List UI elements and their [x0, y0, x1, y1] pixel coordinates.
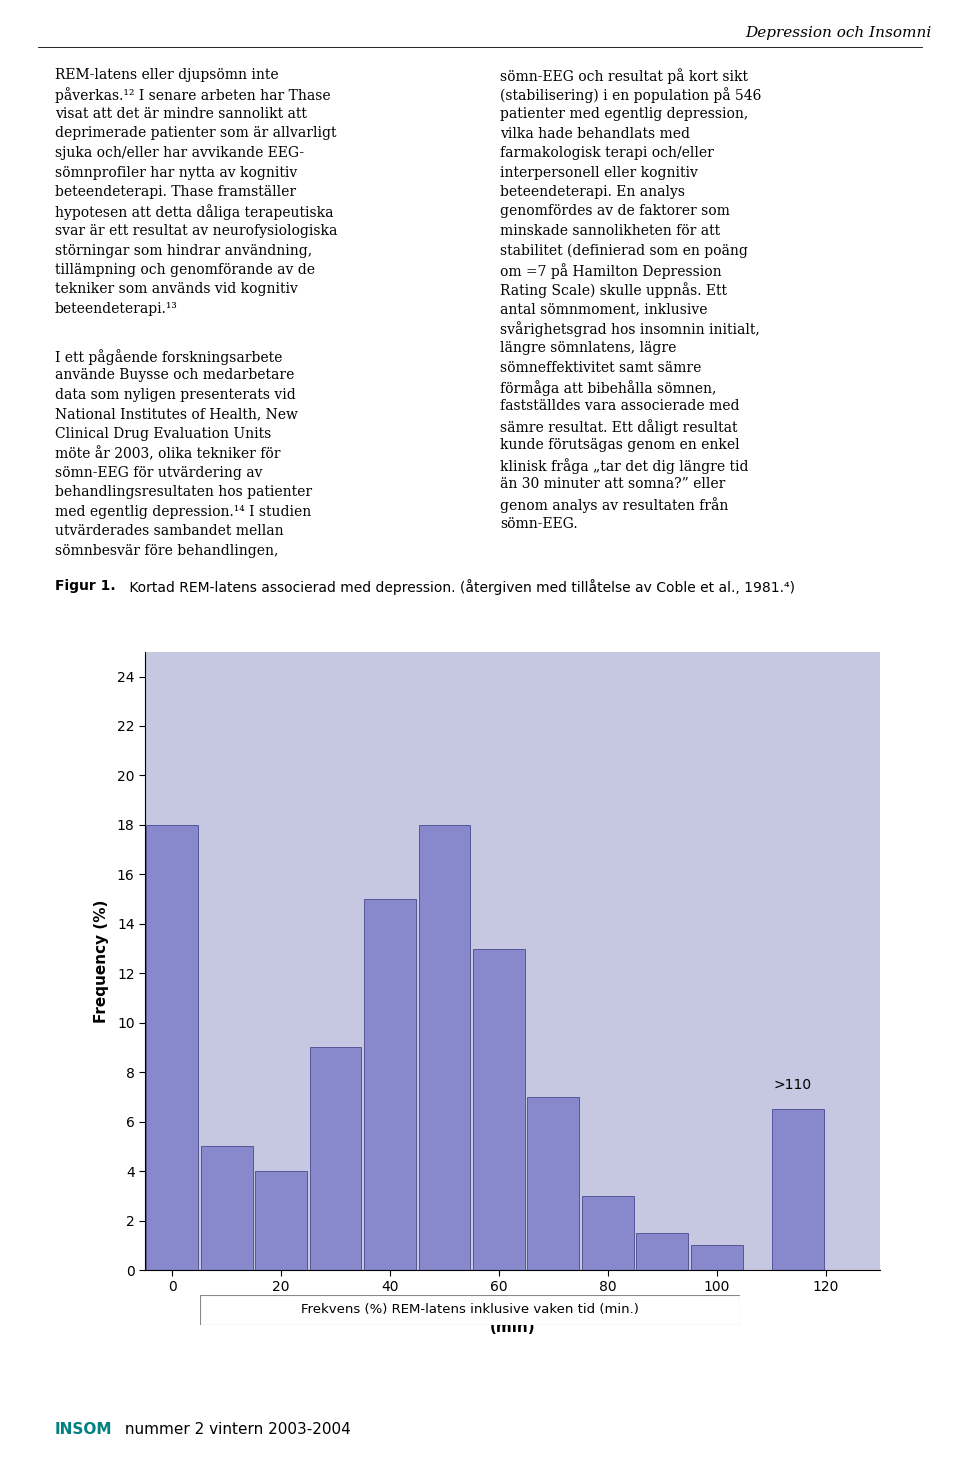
Bar [201, 1146, 252, 1270]
Text: tekniker som används vid kognitiv: tekniker som används vid kognitiv [55, 283, 298, 296]
Text: behandlingsresultaten hos patienter: behandlingsresultaten hos patienter [55, 486, 312, 499]
Text: visat att det är mindre sannolikt att: visat att det är mindre sannolikt att [55, 106, 307, 121]
Text: klinisk fråga „tar det dig längre tid: klinisk fråga „tar det dig längre tid [500, 458, 749, 474]
Text: svar är ett resultat av neurofysiologiska: svar är ett resultat av neurofysiologisk… [55, 225, 337, 238]
Text: kunde förutsägas genom en enkel: kunde förutsägas genom en enkel [500, 439, 739, 452]
Text: påverkas.¹² I senare arbeten har Thase: påverkas.¹² I senare arbeten har Thase [55, 87, 330, 104]
Text: sömneffektivitet samt sämre: sömneffektivitet samt sämre [500, 360, 702, 375]
Text: genom analys av resultaten från: genom analys av resultaten från [500, 497, 729, 513]
Text: förmåga att bibehålla sömnen,: förmåga att bibehålla sömnen, [500, 381, 716, 397]
Text: sömn-EEG.: sömn-EEG. [500, 516, 578, 531]
Text: störningar som hindrar användning,: störningar som hindrar användning, [55, 243, 312, 258]
Text: utvärderades sambandet mellan: utvärderades sambandet mellan [55, 525, 283, 538]
Bar [364, 900, 416, 1270]
Text: farmakologisk terapi och/eller: farmakologisk terapi och/eller [500, 146, 714, 160]
Text: INSOM: INSOM [55, 1423, 112, 1438]
Text: interpersonell eller kognitiv: interpersonell eller kognitiv [500, 166, 698, 179]
Text: Frekvens (%) REM-latens inklusive vaken tid (min.): Frekvens (%) REM-latens inklusive vaken … [301, 1303, 639, 1317]
Text: deprimerade patienter som är allvarligt: deprimerade patienter som är allvarligt [55, 127, 337, 140]
Text: vilka hade behandlats med: vilka hade behandlats med [500, 127, 690, 140]
Text: tillämpning och genomförande av de: tillämpning och genomförande av de [55, 262, 315, 277]
Text: antal sömnmoment, inklusive: antal sömnmoment, inklusive [500, 302, 708, 316]
Text: stabilitet (definierad som en poäng: stabilitet (definierad som en poäng [500, 243, 748, 258]
Text: Kortad REM-latens associerad med depression. (återgiven med tillåtelse av Coble : Kortad REM-latens associerad med depress… [125, 579, 795, 595]
Text: genomfördes av de faktorer som: genomfördes av de faktorer som [500, 204, 730, 219]
Text: National Institutes of Health, New: National Institutes of Health, New [55, 407, 298, 421]
Text: beteendeterapi.¹³: beteendeterapi.¹³ [55, 302, 178, 316]
Bar [419, 825, 470, 1270]
Bar [255, 1171, 307, 1270]
X-axis label: REM latency including awake time
(min): REM latency including awake time (min) [366, 1303, 660, 1336]
Text: sömnprofiler har nytta av kognitiv: sömnprofiler har nytta av kognitiv [55, 166, 298, 179]
Bar [146, 825, 198, 1270]
Text: sömn-EEG för utvärdering av: sömn-EEG för utvärdering av [55, 465, 262, 480]
Text: hypotesen att detta dåliga terapeutiska: hypotesen att detta dåliga terapeutiska [55, 204, 333, 220]
Text: (stabilisering) i en population på 546: (stabilisering) i en population på 546 [500, 87, 761, 104]
Text: använde Buysse och medarbetare: använde Buysse och medarbetare [55, 369, 295, 382]
Text: längre sömnlatens, lägre: längre sömnlatens, lägre [500, 341, 677, 354]
Text: Rating Scale) skulle uppnås. Ett: Rating Scale) skulle uppnås. Ett [500, 283, 727, 299]
Bar [473, 949, 525, 1270]
Text: möte år 2003, olika tekniker för: möte år 2003, olika tekniker för [55, 446, 280, 461]
Text: nummer 2 vintern 2003-2004: nummer 2 vintern 2003-2004 [120, 1423, 351, 1438]
Y-axis label: Frequency (%): Frequency (%) [93, 900, 108, 1022]
Bar [310, 1047, 361, 1270]
Text: sjuka och/eller har avvikande EEG-: sjuka och/eller har avvikande EEG- [55, 146, 304, 160]
Text: data som nyligen presenterats vid: data som nyligen presenterats vid [55, 388, 296, 402]
Bar [527, 1096, 579, 1270]
Bar [636, 1233, 688, 1270]
Text: om =7 på Hamilton Depression: om =7 på Hamilton Depression [500, 262, 722, 278]
Text: Clinical Drug Evaluation Units: Clinical Drug Evaluation Units [55, 427, 272, 440]
FancyBboxPatch shape [200, 1295, 740, 1325]
Text: I ett pågående forskningsarbete: I ett pågående forskningsarbete [55, 348, 282, 364]
Text: svårighetsgrad hos insomnin initialt,: svårighetsgrad hos insomnin initialt, [500, 322, 759, 337]
Text: med egentlig depression.¹⁴ I studien: med egentlig depression.¹⁴ I studien [55, 504, 311, 519]
Text: sömn-EEG och resultat på kort sikt: sömn-EEG och resultat på kort sikt [500, 69, 748, 85]
Text: REM-latens eller djupsömn inte: REM-latens eller djupsömn inte [55, 69, 278, 82]
Bar [582, 1196, 634, 1270]
Text: minskade sannolikheten för att: minskade sannolikheten för att [500, 225, 720, 238]
Text: beteendeterapi. En analys: beteendeterapi. En analys [500, 185, 685, 198]
Text: >110: >110 [774, 1077, 812, 1092]
Text: beteendeterapi. Thase framställer: beteendeterapi. Thase framställer [55, 185, 296, 198]
Text: än 30 minuter att somna?” eller: än 30 minuter att somna?” eller [500, 478, 726, 491]
Text: Figur 1.: Figur 1. [55, 579, 115, 593]
Text: sömnbesvär före behandlingen,: sömnbesvär före behandlingen, [55, 544, 278, 558]
Bar [691, 1245, 742, 1270]
Text: Depression och Insomni: Depression och Insomni [745, 26, 931, 41]
Text: patienter med egentlig depression,: patienter med egentlig depression, [500, 106, 748, 121]
Text: fastställdes vara associerade med: fastställdes vara associerade med [500, 399, 739, 414]
Text: sämre resultat. Ett dåligt resultat: sämre resultat. Ett dåligt resultat [500, 418, 737, 434]
Bar [773, 1110, 825, 1270]
